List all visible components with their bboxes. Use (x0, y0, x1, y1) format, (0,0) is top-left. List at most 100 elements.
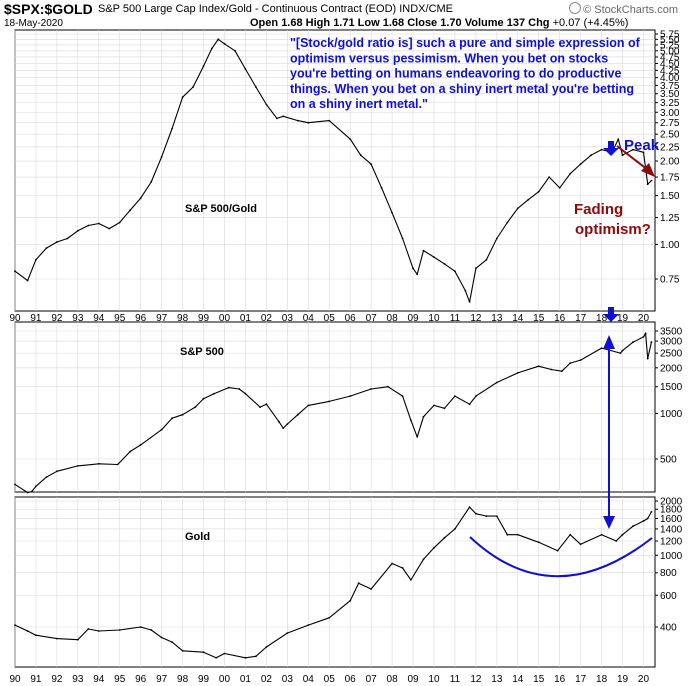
data-point (464, 289, 467, 292)
data-point (259, 406, 261, 408)
data-point (255, 86, 257, 88)
y-tick-label: 1200 (660, 536, 683, 547)
data-point (642, 336, 645, 338)
data-point (370, 163, 372, 166)
data-point (387, 385, 389, 388)
y-tick-label: 1.75 (660, 173, 680, 184)
x-tick-label: 01 (240, 674, 252, 685)
data-point (238, 388, 241, 390)
x-tick-label: 18 (596, 674, 608, 685)
data-point (223, 652, 226, 655)
data-point (150, 629, 153, 631)
x-tick-label: 98 (177, 674, 189, 685)
data-point (181, 96, 184, 99)
y-tick-label: 4.50 (660, 59, 680, 70)
x-tick-label: 96 (135, 674, 147, 685)
data-point (495, 515, 498, 517)
chart-description: S&P 500 Large Cap Index/Gold - Continuou… (98, 3, 454, 15)
data-point (579, 163, 582, 166)
data-point (537, 190, 540, 193)
y-tick-label: 500 (660, 455, 677, 466)
x-tick-label: 06 (345, 674, 357, 685)
double-arrow-top (603, 335, 615, 349)
data-point (265, 646, 268, 648)
y-tick-label: 1800 (660, 505, 683, 516)
data-point (265, 103, 268, 106)
quote-line: "[Stock/gold ratio is] such a pure and s… (290, 36, 641, 50)
data-point (328, 400, 331, 403)
y-tick-label: 2000 (660, 363, 683, 374)
data-point (35, 258, 37, 261)
data-point (569, 172, 572, 175)
data-point (644, 332, 647, 335)
y-tick-label: 4.75 (660, 52, 680, 63)
data-point (642, 520, 645, 522)
data-point (632, 148, 634, 151)
data-point (646, 357, 649, 360)
data-point (621, 533, 624, 536)
data-point (108, 227, 111, 230)
series-line (14, 332, 652, 494)
fading-arrow-head (641, 163, 655, 177)
data-point (619, 352, 622, 354)
y-tick-label: 800 (660, 568, 677, 579)
data-point (621, 349, 624, 352)
brand-watermark[interactable]: © StockCharts.com (569, 2, 678, 16)
y-tick-label: 1600 (660, 514, 683, 525)
data-point (244, 656, 247, 659)
data-point (160, 156, 163, 158)
chg-label: Chg (528, 17, 550, 29)
y-tick-label: 2000 (660, 497, 683, 508)
x-tick-label: 99 (198, 674, 210, 685)
x-tick-label: 99 (198, 313, 210, 324)
low-label: Low (357, 17, 380, 29)
data-point (227, 386, 230, 389)
x-tick-label: 11 (450, 674, 461, 685)
data-point (579, 359, 582, 361)
x-tick-label: 11 (450, 313, 461, 324)
data-point (223, 42, 226, 45)
data-point (328, 616, 331, 619)
peak-label: Peak (624, 137, 660, 154)
data-point (422, 558, 425, 561)
data-point (87, 628, 90, 630)
data-point (349, 599, 352, 602)
data-point (255, 655, 257, 658)
data-point (14, 624, 16, 626)
open-label: Open (250, 17, 279, 29)
data-point (76, 465, 79, 467)
y-tick-label: 1.00 (660, 240, 680, 251)
quote-line: optimism versus pessimism. When you bet … (290, 51, 608, 65)
data-point (66, 237, 69, 240)
x-tick-label: 90 (9, 313, 21, 324)
data-point (485, 258, 488, 261)
data-point (600, 533, 603, 536)
y-tick-label: 1400 (660, 524, 683, 535)
chart-symbol: $SPX:$GOLD (4, 1, 93, 17)
data-point (296, 413, 299, 416)
data-point (550, 368, 553, 371)
data-point (422, 249, 425, 252)
x-tick-label: 93 (72, 313, 84, 324)
data-point (129, 209, 132, 212)
x-tick-label: 93 (72, 674, 84, 685)
data-point (215, 656, 218, 659)
high-value: 1.71 (333, 17, 355, 29)
data-point (349, 395, 352, 397)
x-tick-label: 05 (324, 674, 336, 685)
data-point (202, 651, 205, 654)
data-point (278, 420, 280, 423)
data-point (454, 528, 456, 530)
data-point (569, 362, 572, 364)
data-point (433, 546, 435, 549)
data-point (506, 533, 509, 536)
x-tick-label: 03 (282, 313, 294, 324)
close-label: Close (407, 17, 438, 29)
data-point (621, 154, 624, 157)
quote-line: you're betting on humans endeavoring to … (290, 67, 622, 81)
x-tick-label: 10 (428, 674, 440, 685)
data-point (516, 207, 519, 210)
data-point (328, 119, 331, 122)
data-point (370, 388, 372, 390)
data-point (171, 127, 174, 130)
